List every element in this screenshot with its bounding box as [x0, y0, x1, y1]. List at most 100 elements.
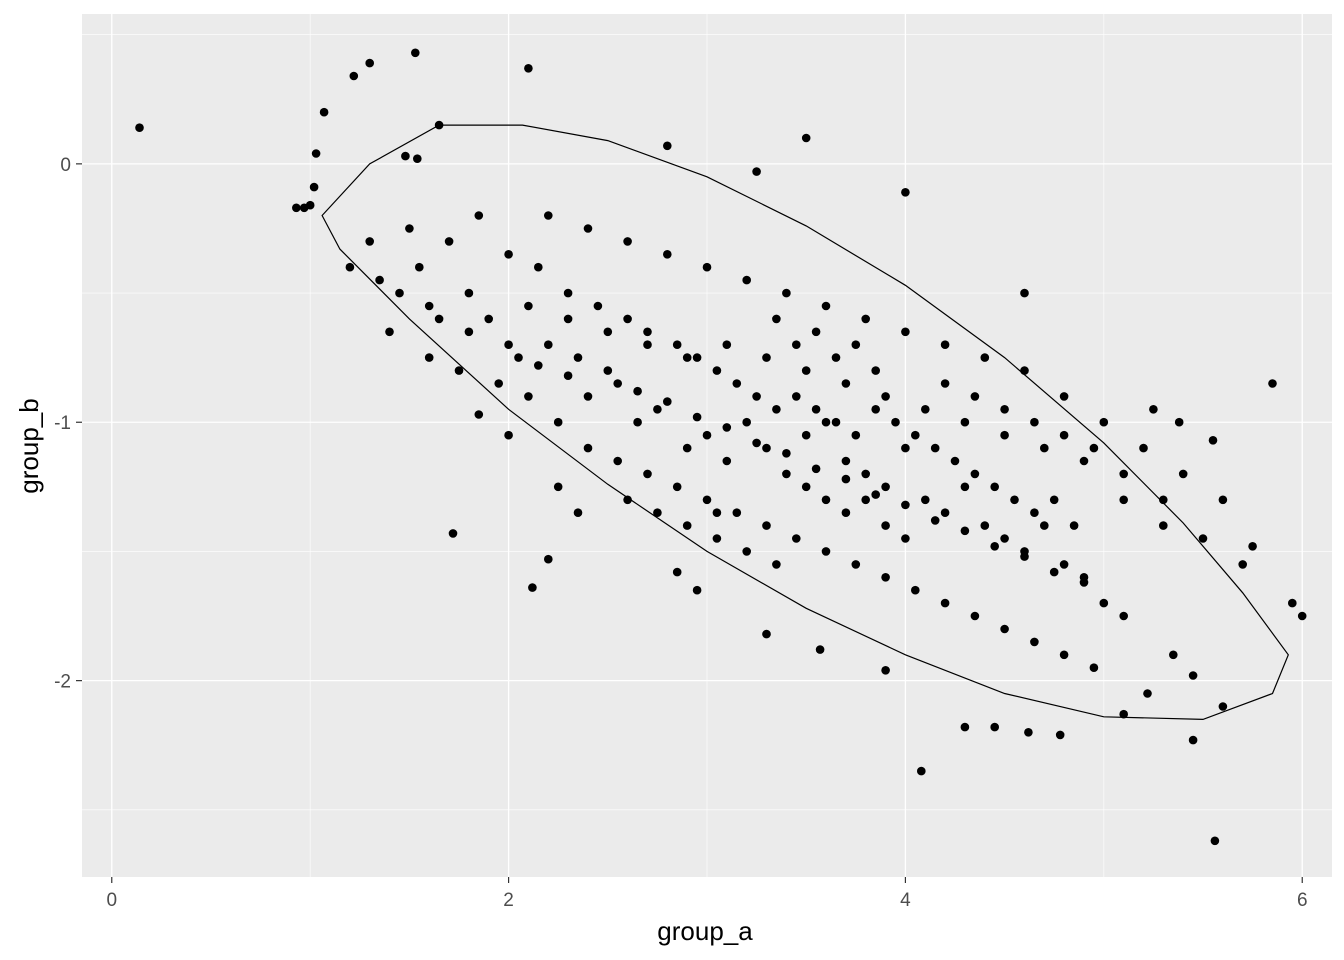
- data-point: [413, 154, 422, 163]
- data-point: [722, 423, 732, 432]
- data-point: [643, 327, 652, 337]
- data-point: [583, 392, 593, 401]
- data-point: [960, 722, 970, 732]
- data-point: [821, 495, 831, 505]
- data-point: [1099, 417, 1109, 427]
- data-point: [871, 366, 880, 375]
- x-tick-label: 6: [1297, 890, 1308, 911]
- data-point: [930, 443, 940, 453]
- data-point: [990, 542, 999, 551]
- data-point: [917, 766, 926, 776]
- data-point: [395, 288, 404, 298]
- data-point: [722, 340, 732, 350]
- y-axis-title: group_b: [14, 398, 44, 493]
- data-point: [663, 250, 672, 259]
- data-point: [444, 237, 454, 246]
- data-point: [1040, 443, 1049, 453]
- data-point: [752, 438, 761, 448]
- data-point: [841, 379, 851, 388]
- data-point: [960, 526, 970, 536]
- data-point: [454, 366, 464, 375]
- data-point: [1000, 405, 1009, 414]
- data-point: [702, 430, 712, 440]
- data-point: [405, 224, 414, 233]
- data-point: [861, 314, 870, 324]
- data-point: [613, 456, 622, 466]
- data-point: [901, 188, 910, 197]
- data-point: [573, 353, 583, 362]
- data-point: [1020, 288, 1029, 298]
- data-point: [672, 340, 682, 350]
- data-point: [1099, 598, 1109, 608]
- data-point: [841, 474, 851, 484]
- data-point: [762, 521, 771, 530]
- data-point: [772, 314, 781, 324]
- data-point: [1139, 443, 1148, 453]
- data-point: [930, 516, 940, 525]
- data-point: [534, 262, 543, 272]
- data-point: [583, 443, 593, 453]
- data-point: [911, 585, 920, 595]
- data-point: [553, 417, 563, 427]
- data-point: [534, 361, 543, 370]
- data-point: [782, 449, 791, 458]
- data-point: [990, 482, 999, 492]
- data-point: [1024, 728, 1033, 737]
- x-tick-label: 4: [900, 890, 911, 911]
- data-point: [1143, 689, 1152, 698]
- data-point: [1198, 534, 1208, 543]
- data-point: [1248, 542, 1257, 551]
- data-point: [841, 456, 851, 466]
- data-point: [1218, 495, 1228, 505]
- data-point: [1149, 405, 1158, 414]
- data-point: [1288, 598, 1297, 608]
- data-point: [752, 167, 761, 176]
- data-point: [980, 353, 990, 362]
- data-point: [553, 482, 563, 492]
- data-point: [772, 560, 781, 569]
- data-point: [1159, 495, 1168, 505]
- data-point: [851, 340, 861, 350]
- data-point: [309, 182, 319, 192]
- data-point: [593, 301, 603, 311]
- data-point: [901, 443, 910, 453]
- data-point: [623, 495, 632, 505]
- data-point: [871, 490, 880, 499]
- data-point: [672, 567, 682, 577]
- data-point: [1069, 521, 1079, 530]
- data-point: [663, 141, 672, 151]
- data-point: [702, 262, 712, 272]
- data-point: [319, 107, 329, 117]
- data-point: [801, 366, 811, 375]
- data-point: [563, 314, 573, 324]
- data-point: [1030, 637, 1039, 647]
- data-point: [1119, 469, 1128, 479]
- data-point: [1169, 650, 1178, 660]
- data-point: [742, 417, 751, 427]
- data-point: [821, 301, 831, 311]
- data-point: [1030, 508, 1039, 517]
- data-point: [881, 573, 890, 582]
- data-point: [901, 327, 910, 337]
- data-point: [504, 430, 513, 440]
- data-point: [365, 237, 375, 246]
- data-point: [782, 469, 791, 479]
- data-point: [484, 314, 494, 324]
- data-point: [1238, 560, 1247, 569]
- data-point: [349, 71, 359, 81]
- data-point: [464, 327, 474, 337]
- data-point: [1000, 430, 1009, 440]
- data-point: [643, 340, 652, 350]
- data-point: [1188, 671, 1198, 680]
- data-point: [1178, 469, 1188, 479]
- data-point: [712, 508, 722, 517]
- data-points: [135, 48, 1307, 846]
- data-point: [901, 534, 910, 543]
- data-point: [712, 366, 722, 375]
- data-point: [702, 495, 712, 505]
- data-point: [1079, 456, 1089, 466]
- data-point: [940, 379, 950, 388]
- data-point: [474, 410, 484, 419]
- data-point: [401, 151, 410, 161]
- data-point: [653, 508, 662, 517]
